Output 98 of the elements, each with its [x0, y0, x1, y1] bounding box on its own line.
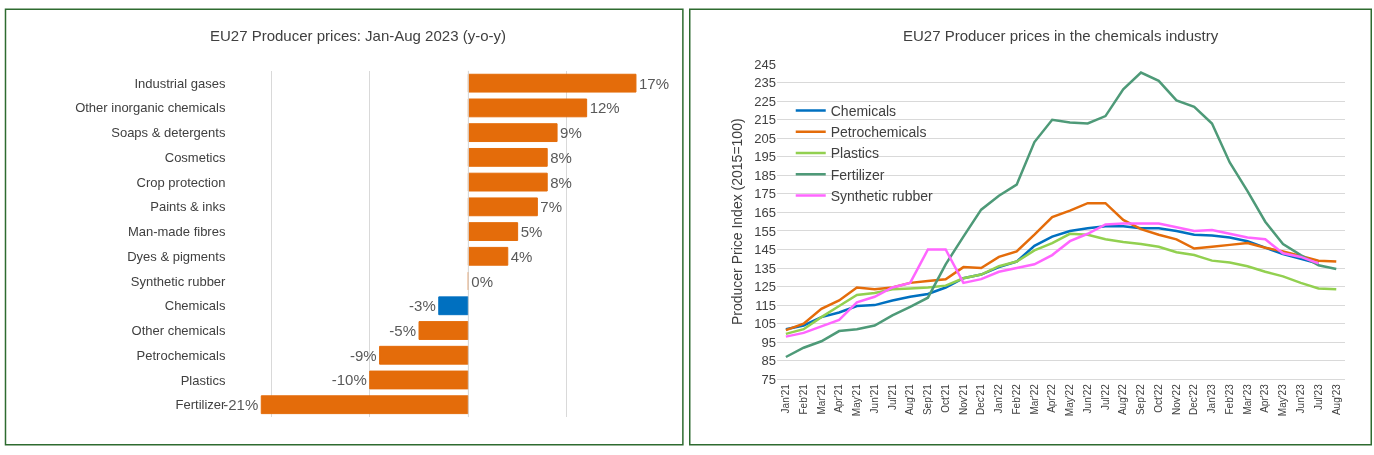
x-tick-label: Aug'22: [1117, 383, 1129, 416]
y-tick-label: 235: [754, 75, 776, 91]
y-tick-label: Synthetic rubber: [130, 273, 227, 289]
y-tick-label: 165: [754, 205, 776, 220]
y-tick-label: 215: [754, 112, 776, 128]
x-tick-label: May'22: [1064, 383, 1076, 417]
bar: [260, 395, 469, 415]
y-tick-label: Petrochemicals: [136, 347, 226, 363]
y-axis-title: Producer Price Index (2015=100): [728, 118, 745, 326]
y-tick-label: Cosmetics: [164, 149, 226, 165]
data-label: 17%: [638, 74, 669, 92]
y-tick-label: Paints & inks: [150, 199, 226, 215]
x-tick-label: Apr'22: [1046, 383, 1058, 413]
y-tick-label: Crop protection: [136, 174, 226, 190]
x-tick-label: May'21: [851, 383, 863, 417]
bar: [467, 123, 558, 143]
data-label: 4%: [510, 247, 533, 265]
y-tick-label: 75: [761, 371, 776, 387]
y-tick-label: 135: [754, 260, 776, 276]
x-tick-label: Jun'21: [868, 383, 880, 414]
x-tick-label: Dec'21: [975, 383, 987, 416]
y-tick-label: Other inorganic chemicals: [75, 100, 226, 116]
y-tick-label: Chemicals: [164, 298, 226, 314]
legend-label: Plastics: [830, 145, 879, 162]
legend-label: Chemicals: [830, 103, 897, 120]
bar: [467, 98, 588, 118]
y-tick-label: 205: [754, 130, 776, 146]
y-tick-label: 225: [754, 93, 776, 109]
x-tick-label: Sep'21: [922, 383, 934, 416]
x-tick-label: Jan'21: [780, 383, 792, 414]
x-tick-label: Nov'21: [957, 383, 969, 416]
y-tick-label: 155: [754, 223, 776, 239]
x-tick-label: Nov'22: [1170, 383, 1182, 416]
x-tick-label: Mar'23: [1241, 383, 1253, 415]
x-tick-label: Mar'21: [815, 383, 827, 415]
y-tick-label: 175: [754, 186, 776, 202]
y-tick-label: 145: [754, 242, 776, 258]
x-tick-label: Sep'22: [1135, 383, 1147, 416]
x-tick-label: May'23: [1277, 383, 1289, 417]
y-tick-label: 115: [755, 297, 776, 313]
x-tick-label: Jun'22: [1081, 383, 1093, 414]
y-tick-label: 125: [754, 279, 776, 295]
x-tick-label: Jan'22: [993, 383, 1005, 414]
chart-title: EU27 Producer prices in the chemicals industry: [903, 27, 1219, 44]
data-label: -3%: [409, 297, 436, 315]
chart-title: EU27 Producer prices: Jan-Aug 2023 (y-o-y): [210, 27, 506, 44]
x-tick-label: Jul'23: [1312, 383, 1324, 411]
y-tick-label: Soaps & detergents: [111, 125, 226, 141]
y-tick-label: 195: [754, 149, 776, 165]
legend-label: Synthetic rubber: [830, 187, 934, 204]
data-label: 9%: [560, 124, 582, 142]
bar: [369, 370, 469, 390]
data-label: -9%: [349, 346, 377, 364]
y-tick-label: 105: [754, 316, 776, 332]
bar: [379, 345, 469, 365]
bar: [418, 321, 469, 340]
x-tick-label: Jul'22: [1099, 383, 1111, 411]
bar: [467, 147, 548, 167]
data-label: 5%: [520, 223, 543, 241]
x-tick-label: Dec'22: [1188, 383, 1200, 416]
x-tick-label: Apr'21: [833, 383, 845, 413]
y-tick-label: Industrial gases: [134, 75, 226, 91]
data-label: -5%: [389, 322, 417, 340]
data-label: 8%: [550, 173, 572, 191]
data-label: 12%: [589, 99, 620, 117]
data-label: 7%: [540, 198, 563, 216]
x-tick-label: Apr'23: [1259, 383, 1271, 413]
y-tick-label: Other chemicals: [131, 323, 226, 339]
y-tick-label: 85: [761, 353, 776, 369]
line-series: [784, 71, 1338, 359]
y-tick-label: Dyes & pigments: [127, 248, 226, 264]
legend-label: Fertilizer: [830, 166, 885, 183]
bar: [467, 73, 637, 93]
x-tick-label: Oct'22: [1152, 383, 1164, 413]
x-tick-label: Aug'23: [1330, 383, 1342, 416]
legend-label: Petrochemicals: [830, 124, 927, 141]
x-tick-label: Jan'23: [1206, 383, 1218, 414]
x-tick-label: Mar'22: [1028, 383, 1040, 415]
y-tick-label: 185: [754, 167, 776, 183]
data-label: 0%: [471, 272, 494, 290]
x-tick-label: Feb'21: [797, 383, 809, 415]
bar: [467, 172, 548, 192]
y-tick-label: Plastics: [180, 372, 226, 388]
y-tick-label: 245: [754, 56, 776, 72]
x-tick-label: Jul'21: [886, 383, 898, 411]
x-tick-label: Oct'21: [939, 383, 951, 413]
x-tick-label: Feb'22: [1010, 383, 1022, 415]
bar: [467, 246, 509, 266]
x-tick-label: Aug'21: [904, 383, 916, 416]
x-tick-label: Jun'23: [1295, 383, 1307, 414]
bar: [438, 296, 469, 316]
bar: [467, 197, 538, 217]
x-tick-label: Feb'23: [1223, 383, 1235, 415]
bar: [467, 222, 519, 241]
data-label: 8%: [550, 148, 572, 166]
data-label: -10%: [331, 371, 367, 389]
y-tick-label: 95: [761, 334, 776, 350]
y-tick-label: Man-made fibres: [127, 224, 226, 240]
